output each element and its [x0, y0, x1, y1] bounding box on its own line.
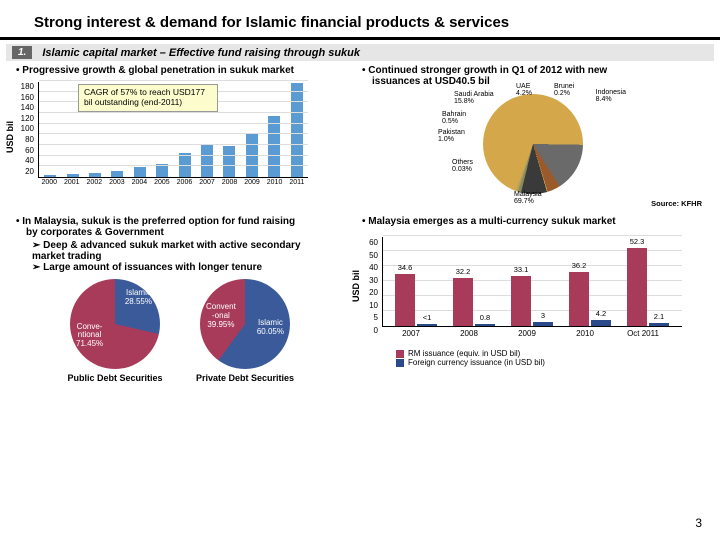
- sub-bullet-1: Deep & advanced sukuk market with active…: [10, 240, 350, 262]
- donut-private: Islamic60.05% Convent-onal39.95%: [200, 279, 290, 369]
- bullet-br: • Malaysia emerges as a multi-currency s…: [356, 214, 710, 229]
- donut-public-caption: Public Debt Securities: [60, 373, 170, 383]
- page-number: 3: [695, 516, 702, 530]
- y-axis-ticks: 18016014012010080604020: [14, 82, 34, 177]
- pie-label-brunei: Brunei0.2%: [554, 83, 574, 97]
- pie-label-saudi: Saudi Arabia15.8%: [454, 91, 494, 105]
- donut-charts: Islamic28.55% Conve-ntional71.45% Public…: [10, 279, 350, 383]
- pie-label-others: Others0.03%: [452, 159, 473, 173]
- sub-bullet-2: Large amount of issuances with longer te…: [10, 262, 350, 273]
- pie-chart: Saudi Arabia15.8% UAE4.2% Brunei0.2% Ind…: [458, 89, 608, 199]
- section-header: 1. Islamic capital market – Effective fu…: [6, 44, 714, 61]
- legend: RM issuance (equiv. in USD bil) Foreign …: [356, 349, 710, 367]
- callout-box: CAGR of 57% to reach USD177bil outstandi…: [78, 84, 218, 112]
- bullet-tl: • Progressive growth & global penetratio…: [10, 63, 350, 78]
- dual-bar-chart: USD bil 60504030201050 34.6<132.20.833.1…: [356, 237, 710, 345]
- pie-label-pakistan: Pakistan1.0%: [438, 129, 465, 143]
- donut-public: Islamic28.55% Conve-ntional71.45%: [70, 279, 160, 369]
- section-title: Islamic capital market – Effective fund …: [42, 47, 360, 59]
- bullet-tr: • Continued stronger growth in Q1 of 201…: [356, 63, 710, 89]
- page-title: Strong interest & demand for Islamic fin…: [0, 0, 720, 37]
- bullet-bl: • In Malaysia, sukuk is the preferred op…: [10, 214, 350, 240]
- bar-chart: USD bil 18016014012010080604020 20002001…: [16, 82, 350, 192]
- donut-private-caption: Private Debt Securities: [190, 373, 300, 383]
- y-axis-ticks-2: 60504030201050: [360, 237, 378, 337]
- divider: [0, 37, 720, 40]
- pie-label-malaysia: Malaysia69.7%: [514, 191, 542, 205]
- section-number: 1.: [12, 46, 32, 59]
- pie-label-bahrain: Bahrain0.5%: [442, 111, 466, 125]
- pie-label-uae: UAE4.2%: [516, 83, 532, 97]
- pie-label-indonesia: Indonesia8.4%: [596, 89, 626, 103]
